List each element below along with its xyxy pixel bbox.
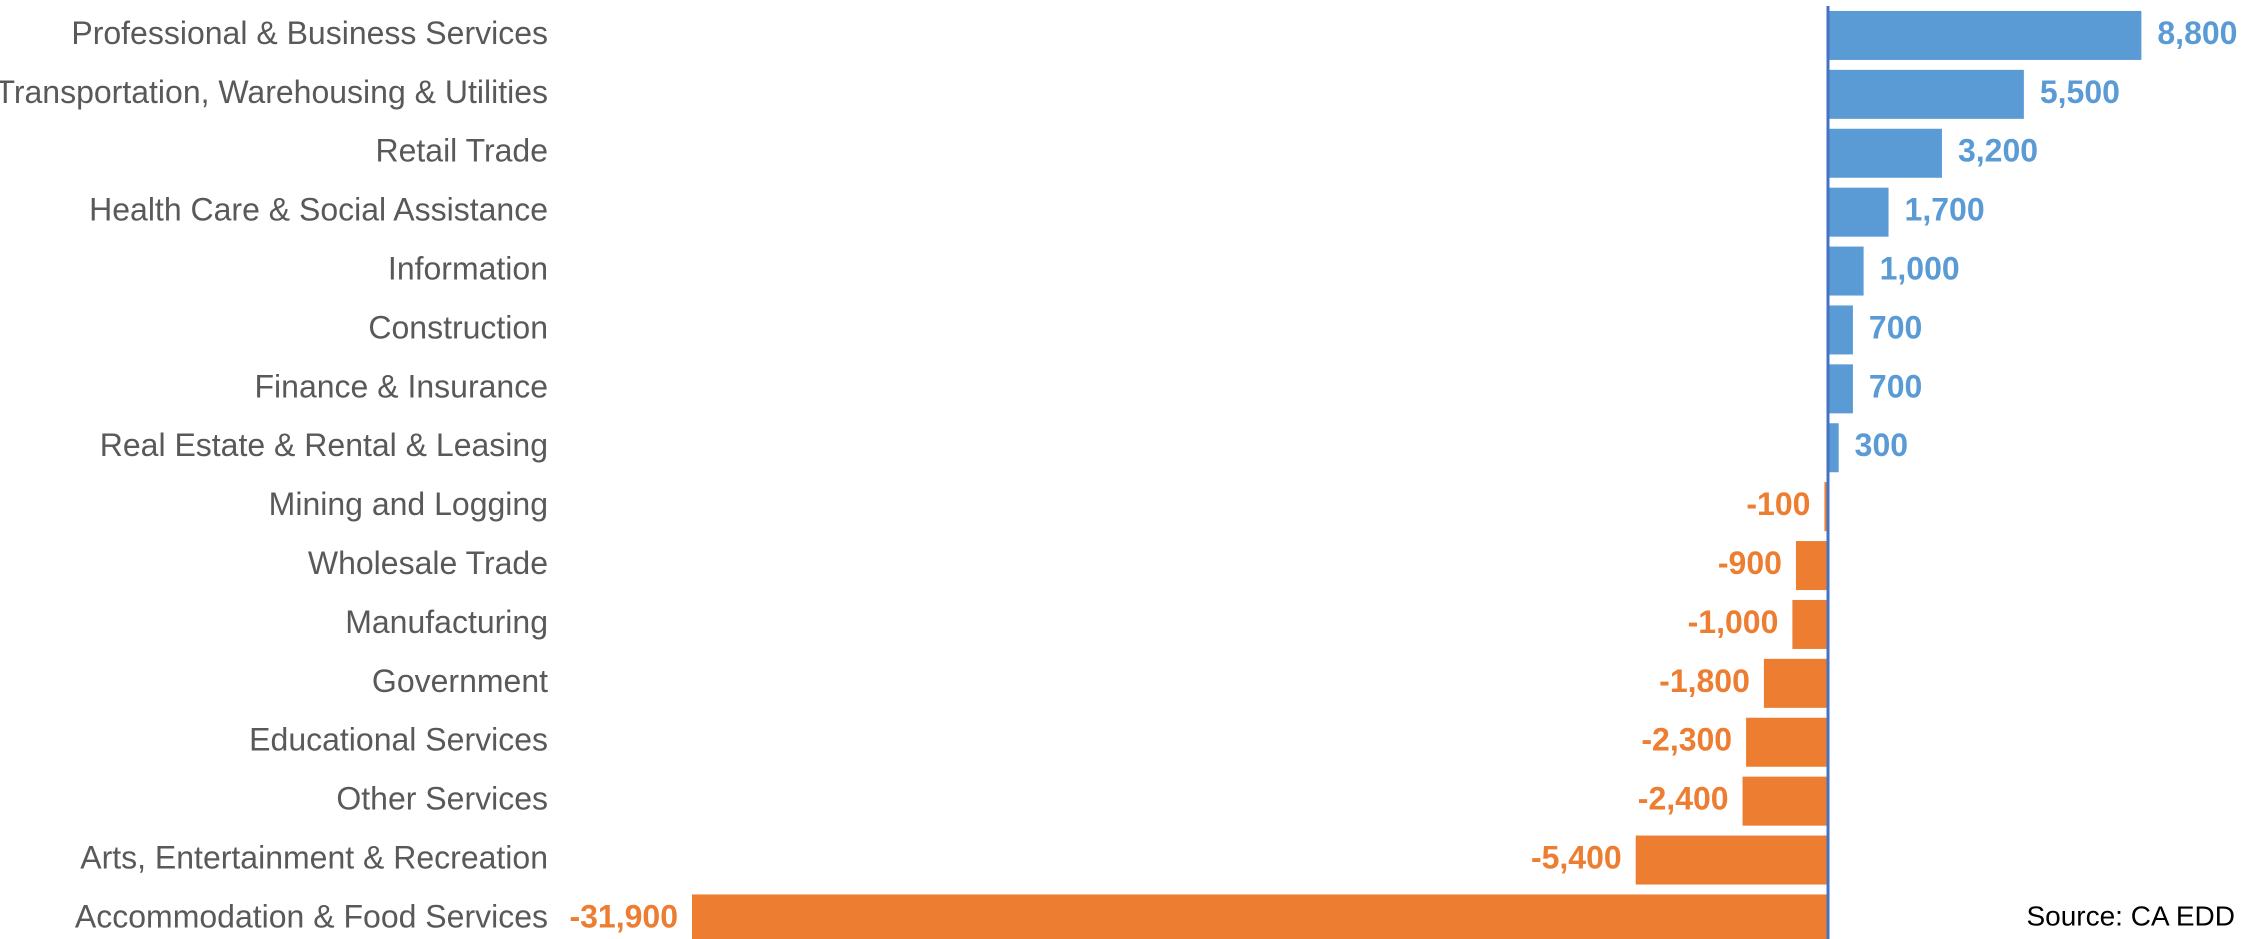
bar	[1795, 541, 1828, 591]
category-label: Manufacturing	[345, 604, 548, 640]
bar	[1828, 364, 1853, 414]
value-label: -1,000	[1688, 604, 1779, 640]
value-label: -900	[1718, 545, 1782, 581]
bar	[1763, 658, 1828, 708]
category-label: Government	[372, 663, 548, 699]
value-label: -2,300	[1641, 722, 1732, 758]
bar	[1828, 187, 1889, 237]
bar	[1828, 246, 1864, 296]
bar	[1828, 423, 1839, 473]
value-label: -1,800	[1659, 663, 1750, 699]
category-label: Finance & Insurance	[255, 368, 549, 404]
bar	[1746, 717, 1828, 767]
bar	[1828, 128, 1942, 178]
value-label: 8,800	[2157, 15, 2237, 51]
category-label: Other Services	[336, 781, 548, 817]
category-label: Real Estate & Rental & Leasing	[100, 427, 548, 463]
value-label: 1,000	[1880, 251, 1960, 287]
value-label: 700	[1869, 368, 1922, 404]
bar	[1824, 482, 1828, 532]
category-label: Arts, Entertainment & Recreation	[80, 840, 548, 876]
category-label: Mining and Logging	[269, 486, 548, 522]
category-label: Retail Trade	[375, 133, 548, 169]
category-label: Accommodation & Food Services	[75, 898, 548, 934]
category-label: Information	[388, 251, 548, 287]
category-label: Health Care & Social Assistance	[89, 192, 548, 228]
value-label: 3,200	[1958, 133, 2038, 169]
value-label: 5,500	[2040, 74, 2120, 110]
bar	[692, 894, 1828, 939]
bar	[1828, 69, 2024, 119]
value-label: -100	[1746, 486, 1810, 522]
bar	[1828, 305, 1853, 355]
value-label: -2,400	[1638, 781, 1729, 817]
source-note: Source: CA EDD	[2026, 900, 2235, 931]
value-label: 300	[1855, 427, 1908, 463]
bar	[1635, 835, 1828, 885]
category-label: Professional & Business Services	[71, 15, 548, 51]
category-label: Educational Services	[249, 722, 548, 758]
value-label: -31,900	[569, 898, 678, 934]
category-label: Wholesale Trade	[308, 545, 548, 581]
bar	[1828, 10, 2142, 60]
value-label: 1,700	[1905, 192, 1985, 228]
category-label: Construction	[368, 309, 548, 345]
bar	[1742, 776, 1828, 826]
value-label: 700	[1869, 309, 1922, 345]
category-label: Transportation, Warehousing & Utilities	[0, 74, 548, 110]
bar	[1792, 599, 1828, 649]
value-label: -5,400	[1531, 840, 1622, 876]
